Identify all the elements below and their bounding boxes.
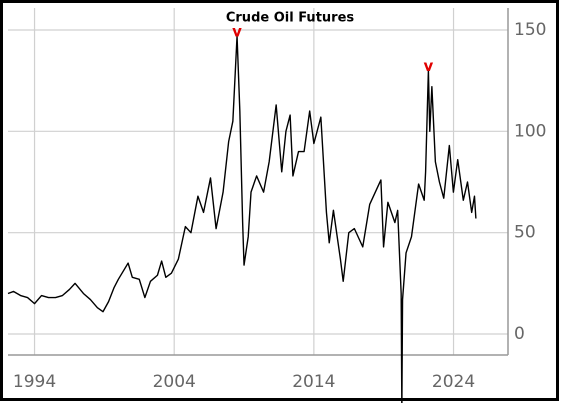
y-tick-label: 0 [514, 324, 525, 344]
y-tick-label: 100 [514, 121, 546, 141]
x-tick-label: 2024 [432, 372, 475, 392]
chart-title: Crude Oil Futures [226, 11, 355, 26]
peak-marker: v [232, 23, 242, 41]
y-tick-label: 50 [514, 223, 536, 243]
price-line [7, 35, 477, 403]
x-tick-label: 1994 [13, 372, 56, 392]
peak-marker: v [424, 57, 434, 75]
x-tick-label: 2004 [153, 372, 196, 392]
x-tick-label: 2014 [292, 372, 335, 392]
y-tick-label: 150 [514, 20, 546, 40]
